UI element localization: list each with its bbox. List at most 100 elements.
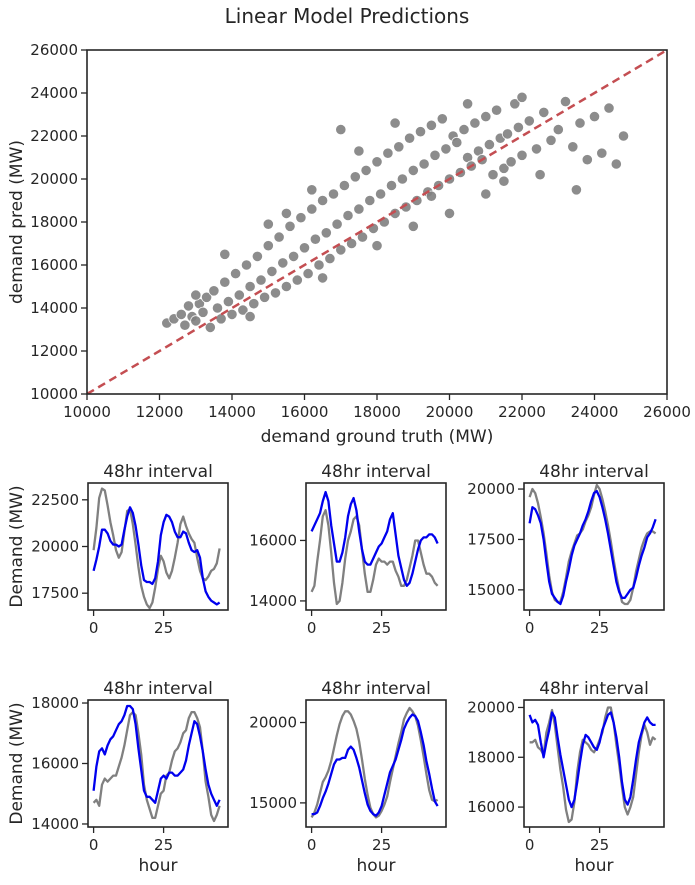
scatter-point (258, 291, 271, 303)
scatter-point (364, 194, 376, 207)
scatter-point (233, 289, 245, 301)
scatter-point (461, 98, 474, 110)
subplot-title: 48hr interval (539, 679, 649, 699)
y-tick-label: 14000 (31, 815, 79, 833)
scatter-point (287, 250, 300, 262)
y-tick-label: 16000 (467, 798, 515, 816)
scatter-point (480, 111, 492, 123)
scatter-point (255, 274, 267, 286)
scatter-point (240, 259, 253, 271)
scatter-point (498, 162, 510, 174)
x-tick-label: 10000 (63, 403, 111, 421)
x-tick-label: 25 (372, 619, 391, 637)
scatter-point (335, 124, 347, 136)
scatter-point (313, 259, 325, 271)
scatter-point (291, 274, 303, 286)
y-tick-label: 18000 (31, 694, 79, 712)
y-tick-label: 15000 (467, 581, 515, 599)
scatter-point (280, 207, 292, 219)
scatter-point (201, 291, 213, 303)
scatter-point (251, 250, 263, 262)
scatter-point (204, 321, 216, 333)
scatter-point (211, 302, 224, 314)
scatter-point (530, 143, 543, 155)
scatter-point (414, 126, 427, 138)
x-tick-label: 12000 (136, 403, 184, 421)
scatter-point (353, 203, 365, 215)
y-tick-label: 20000 (249, 714, 297, 732)
scatter-point (219, 248, 231, 260)
series-line (92, 704, 221, 807)
scatter-point (581, 154, 593, 166)
scatter-point (480, 188, 492, 200)
scatter-plot: 10000 12000 14000 16000 18000 20000 22000 24000… (7, 41, 691, 447)
x-axis-label: hour (139, 856, 178, 876)
scatter-point (353, 145, 365, 157)
scatter-point (545, 134, 557, 146)
scatter-point (266, 265, 278, 277)
scatter-point (559, 96, 572, 108)
y-tick-label: 18000 (467, 748, 515, 766)
interval-plot: 0 25 15000 20000 48hr interval hour (249, 679, 447, 876)
scatter-point (570, 184, 583, 196)
scatter-point (215, 313, 227, 325)
scatter-point (418, 158, 430, 170)
scatter-point (389, 117, 401, 129)
scatter-point (429, 149, 441, 161)
scatter-point (487, 169, 499, 181)
x-tick-label: 0 (525, 619, 535, 637)
scatter-point (371, 156, 383, 168)
scatter-point (483, 139, 495, 151)
scatter-point (440, 143, 452, 155)
scatter-point (324, 253, 336, 265)
y-tick-label: 15000 (249, 794, 297, 812)
y-tick-label: 12000 (30, 342, 78, 360)
scatter-point (603, 102, 615, 114)
scatter-point (436, 113, 448, 125)
series-line (528, 711, 656, 809)
y-tick-label: 18000 (30, 213, 78, 231)
scatter-point (306, 203, 318, 215)
scatter-point (512, 121, 525, 134)
y-tick-label: 16000 (31, 755, 79, 773)
scatter-point (309, 233, 321, 245)
y-axis-label: Demand (MW) (7, 485, 27, 607)
x-tick-label: 0 (307, 619, 317, 637)
x-tick-label: 0 (89, 619, 99, 637)
plot-frame (305, 482, 447, 611)
plot-frame (87, 482, 229, 611)
x-tick-label: 14000 (208, 403, 256, 421)
scatter-point (371, 240, 383, 252)
y-tick-label: 16000 (249, 531, 297, 549)
x-tick-label: 0 (307, 836, 317, 854)
subplot-title: 48hr interval (321, 462, 431, 482)
scatter-point (190, 315, 202, 327)
series-line (92, 487, 221, 610)
interval-plot: 0 25 14000 16000 18000 48hr interval hour Deman… (7, 679, 229, 876)
scatter-point (596, 147, 608, 159)
x-tick-label: 0 (89, 836, 99, 854)
scatter-point (208, 285, 220, 297)
scatter-point (617, 130, 630, 142)
scatter-point (222, 295, 234, 308)
y-tick-label: 24000 (30, 84, 78, 102)
interval-plot: 0 25 16000 18000 20000 48hr interval hour (467, 679, 665, 876)
y-tick-label: 26000 (30, 41, 78, 59)
series-line (528, 483, 657, 606)
y-tick-label: 22000 (30, 127, 78, 145)
x-axis-label: demand ground truth (MW) (261, 427, 494, 447)
scatter-point (407, 164, 419, 176)
scatter-point (382, 147, 394, 159)
series-line (310, 490, 439, 587)
scatter-point (316, 272, 329, 284)
y-tick-label: 20000 (467, 698, 515, 716)
interval-plot: 0 25 17500 20000 22500 48hr interval Demand (M… (7, 462, 229, 637)
y-tick-label: 20000 (31, 538, 79, 556)
series-line (92, 506, 221, 606)
x-tick-label: 24000 (571, 403, 619, 421)
scatter-point (588, 111, 601, 123)
scatter-point (197, 306, 209, 318)
scatter-point (219, 276, 231, 288)
scatter-point (182, 300, 195, 312)
y-tick-label: 10000 (30, 385, 78, 403)
